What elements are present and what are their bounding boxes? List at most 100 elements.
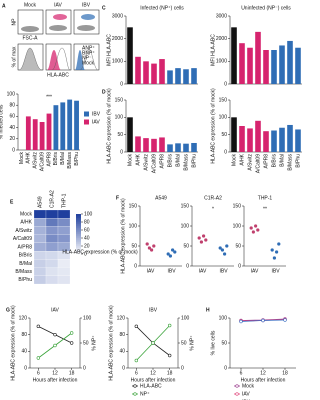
legend-swatch (235, 392, 239, 396)
y-tick-label: 50 (83, 340, 89, 346)
y-tick-label: 0 (224, 365, 227, 371)
bar (175, 68, 181, 84)
bar (167, 144, 173, 152)
y-tick-label: 100 (233, 223, 242, 229)
axis-label: % live cells (210, 330, 216, 355)
legend-label: IAV (92, 119, 100, 125)
bar (271, 50, 277, 84)
y-tick-label: 50 (235, 243, 241, 249)
panel-letter: H (206, 307, 210, 313)
x-tick-label: B/Mass (67, 152, 73, 169)
figure: A Mock IAV IBV NP FSC-A % of max HLA-ABC… (0, 2, 302, 400)
bar (231, 27, 237, 84)
panel-letter: C (102, 5, 106, 11)
y-tick-label: 50 (117, 132, 123, 138)
x-tick-label: B/Mal (175, 154, 181, 167)
bar (295, 47, 301, 84)
colorbar-step (76, 250, 81, 253)
data-point (220, 248, 224, 252)
chart-title: C1R-A2 (204, 195, 222, 201)
colorbar-tick-label: 0 (84, 251, 87, 257)
heatmap-cell (57, 218, 71, 227)
data-point (53, 332, 57, 337)
axis-label: HLA-ABC expression (% of mock) (10, 305, 16, 381)
column-label: C1R-A2 (49, 190, 55, 208)
colorbar-step (76, 244, 81, 247)
colorbar-step (76, 236, 81, 239)
data-point (256, 228, 260, 232)
colorbar-step (76, 242, 81, 245)
data-point (147, 246, 151, 250)
row-label: Mock (20, 211, 32, 217)
legend-label: IBV (92, 111, 101, 117)
y-tick-label: 100 (129, 223, 138, 229)
y-tick-label: 3000 (112, 13, 123, 19)
heatmap-cell (57, 226, 71, 235)
heatmap-cell (33, 267, 47, 276)
bar (135, 56, 141, 84)
histogram-curve (79, 48, 99, 71)
y-tick-label: 100 (115, 115, 124, 121)
y-tick-label: 2000 (112, 36, 123, 42)
heatmap-cell (33, 226, 47, 235)
bar (263, 50, 269, 84)
bar (279, 45, 285, 84)
x-tick-label: A/Switz (143, 154, 149, 171)
y-tick-label: 0 (24, 365, 27, 371)
y-tick-label: 80 (119, 332, 125, 338)
colorbar-step (76, 234, 81, 237)
x-tick-label: A/PR8 (159, 154, 165, 169)
chart-title: THP-1 (258, 195, 273, 201)
data-point (223, 252, 227, 256)
column-label: A549 (37, 196, 43, 208)
cell-cloud (53, 14, 67, 20)
y-tick-label: 150 (181, 203, 190, 209)
plot-frame (17, 9, 44, 35)
bar (74, 100, 79, 150)
row-label: A/HK (20, 220, 32, 226)
bar (25, 116, 31, 150)
data-point (254, 224, 258, 228)
x-tick-label: 18 (167, 370, 173, 376)
y-tick-label: 20 (9, 136, 15, 142)
axis-label: HLA-ABC expression (% of mock) (106, 88, 112, 164)
bar (53, 105, 59, 150)
y-tick-label: 0 (120, 81, 123, 87)
x-tick-label: Mock (19, 152, 25, 164)
row-label: B/Bris (19, 253, 33, 259)
x-tick-label: B/Phu (295, 154, 301, 168)
data-point (251, 230, 255, 234)
legend-label: Mock (242, 383, 254, 389)
plot-frame (73, 43, 100, 71)
colorbar-step (76, 218, 81, 221)
heatmap-cell (45, 275, 59, 285)
bar (159, 59, 165, 84)
annotation: *** (46, 94, 52, 100)
chart-title: Infected (NP⁺) cells (140, 5, 184, 11)
heatmap-cell (45, 226, 59, 235)
colorbar-step (76, 252, 81, 255)
x-tick-label: IBV (167, 268, 176, 274)
data-point (168, 254, 172, 258)
axis-label: % NP⁺ (91, 335, 97, 351)
data-point (239, 319, 243, 324)
x-tick-label: 12 (52, 370, 58, 376)
y-tick-label: 150 (115, 97, 124, 103)
column-label: IBV (82, 2, 91, 8)
y-tick-label: 0 (181, 365, 184, 371)
data-point (166, 252, 170, 256)
row-label: B/Mal (19, 261, 32, 267)
bar (127, 117, 133, 152)
chart-title: IBV (149, 307, 158, 313)
y-tick-label: 150 (129, 203, 138, 209)
heatmap-cell (33, 218, 47, 227)
data-point (283, 318, 287, 322)
data-point (53, 343, 57, 348)
bar (239, 43, 245, 84)
y-tick-label: 0 (224, 81, 227, 87)
bar (39, 122, 45, 150)
x-tick-label: A/HK (239, 153, 245, 165)
x-tick-label: IAV (251, 268, 259, 274)
cell-cloud (49, 25, 67, 31)
panel-letter: G (6, 307, 10, 313)
